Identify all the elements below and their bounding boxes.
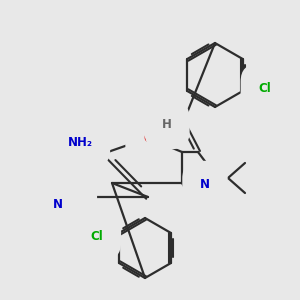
FancyBboxPatch shape <box>67 136 93 149</box>
FancyBboxPatch shape <box>52 199 64 211</box>
Text: O: O <box>143 131 153 145</box>
FancyBboxPatch shape <box>141 132 155 144</box>
FancyBboxPatch shape <box>199 179 212 191</box>
Text: N: N <box>200 178 210 191</box>
FancyBboxPatch shape <box>95 230 115 242</box>
Text: H: H <box>162 118 172 131</box>
Text: Cl: Cl <box>258 82 271 94</box>
Text: C: C <box>70 190 80 203</box>
FancyBboxPatch shape <box>160 119 173 131</box>
Text: NH₂: NH₂ <box>68 136 92 149</box>
FancyBboxPatch shape <box>247 82 267 94</box>
Text: N: N <box>53 199 63 212</box>
FancyBboxPatch shape <box>68 191 82 203</box>
Text: Cl: Cl <box>91 230 103 242</box>
